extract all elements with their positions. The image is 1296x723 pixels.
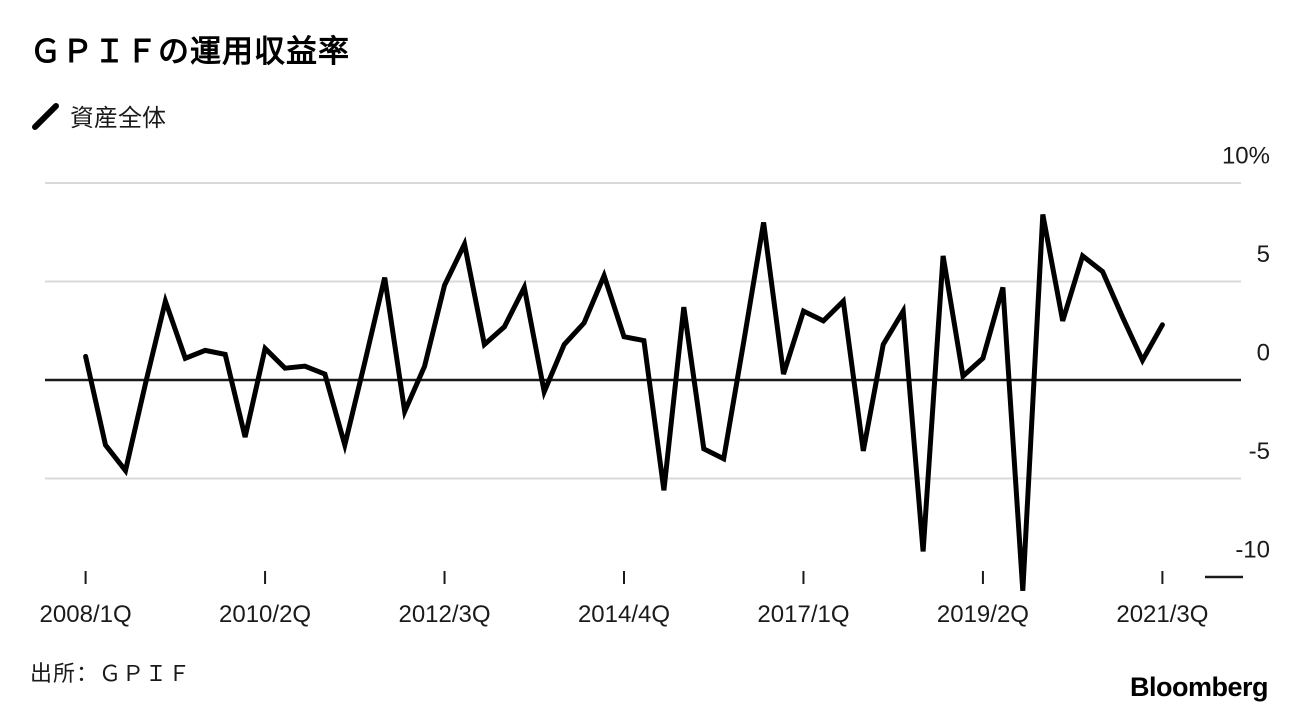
x-tick-label: 2008/1Q — [40, 601, 132, 628]
legend: 資産全体 — [30, 98, 166, 133]
line-swatch-icon — [30, 101, 60, 131]
x-tick-label: 2014/4Q — [578, 601, 670, 628]
y-tick-label: 0 — [1257, 340, 1270, 367]
y-tick-label: 5 — [1257, 241, 1270, 268]
series-line — [83, 214, 1165, 591]
legend-label: 資産全体 — [70, 105, 166, 132]
bloomberg-logo: Bloomberg — [1129, 672, 1269, 702]
x-tick-label: 2017/1Q — [757, 601, 849, 628]
x-tick-label: 2010/2Q — [219, 601, 311, 628]
x-tick-label: 2019/2Q — [937, 601, 1029, 628]
y-tick-label: -5 — [1249, 438, 1270, 465]
page-title: ＧＰＩＦの運用収益率 — [30, 34, 350, 69]
source-note: 出所：ＧＰＩＦ — [30, 661, 192, 686]
y-tick-label: 10% — [1222, 143, 1270, 170]
y-tick-label: -10 — [1235, 537, 1270, 564]
x-tick-label: 2012/3Q — [398, 601, 490, 628]
x-tick-label: 2021/3Q — [1116, 601, 1208, 628]
